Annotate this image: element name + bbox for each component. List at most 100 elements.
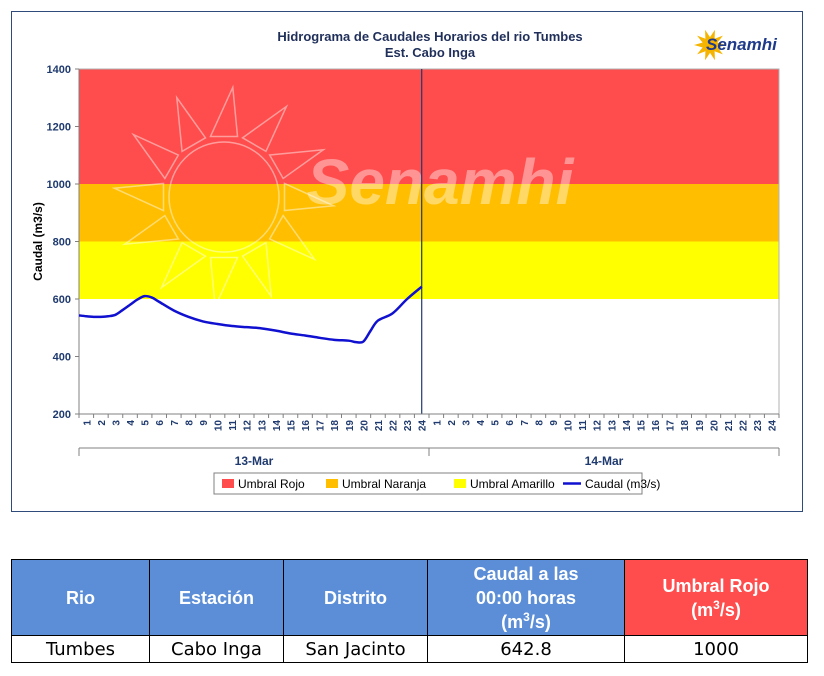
header-caudal-unit-sup: 3 [523,609,530,624]
x-tick-label: 9 [199,420,210,426]
x-tick-label: 3 [111,420,122,426]
x-tick-label: 18 [680,420,691,432]
band-umbral-rojo [79,69,779,184]
x-tick-label: 1 [432,420,443,426]
x-tick-label: 3 [461,420,472,426]
legend-item-2-swatch [454,479,466,488]
x-tick-label: 2 [97,420,108,426]
x-tick-label: 15 [636,420,647,432]
legend-item-1-label: Umbral Naranja [342,477,426,491]
header-umbral-unit-pre: (m [691,599,714,620]
legend-item-3-label: Caudal (m3/s) [585,477,660,491]
x-tick-label: 21 [374,420,385,432]
header-umbral-rojo: Umbral Rojo (m3/s) [624,559,808,636]
hydrograph-chart: Senamhi 200 400 600 800 1000 1200 1400 Caudal (m… [11,11,803,512]
y-tick-label: 800 [53,237,71,249]
watermark-text: Senamhi [307,146,575,218]
x-tick-label: 5 [141,420,152,426]
x-tick-label: 10 [564,420,575,432]
y-tick-label: 1000 [47,179,71,191]
y-tick-label: 400 [53,352,71,364]
header-umbral-unit-sup: 3 [713,597,720,612]
y-tick-label: 200 [53,409,71,421]
header-distrito: Distrito [283,559,428,636]
x-tick-label: 7 [170,420,181,426]
header-caudal-line2: 00:00 horas [475,587,577,608]
x-tick-label: 23 [753,420,764,432]
header-caudal: Caudal a las 00:00 horas (m3/s) [427,559,625,636]
x-tick-label: 11 [228,420,239,431]
x-tick-label: 4 [476,420,487,426]
legend-item-0-swatch [222,479,234,488]
x-tick-label: 24 [418,420,429,432]
table-row: Tumbes Cabo Inga San Jacinto 642.8 1000 [11,635,808,663]
x-tick-label: 16 [301,420,312,432]
x-tick-label: 11 [578,420,589,431]
header-umbral-unit-post: /s) [719,599,741,620]
logo-text: Senamhi [706,35,778,54]
x-tick-label: 22 [389,420,400,432]
header-caudal-unit-pre: (m [501,611,524,632]
x-tick-label: 1 [82,420,93,426]
x-tick-label: 19 [695,420,706,432]
header-caudal-line1: Caudal a las [473,563,579,584]
header-rio: Rio [11,559,150,636]
y-tick-label: 600 [53,294,71,306]
x-tick-label: 13 [607,420,618,432]
senamhi-logo-icon [694,29,726,61]
chart-title: Hidrograma de Caudales Horarios del rio … [277,29,582,44]
x-tick-label: 22 [739,420,750,432]
table-header-row: Rio Estación Distrito Caudal a las 00:00… [11,559,808,636]
x-tick-label: 5 [491,420,502,426]
x-tick-label: 16 [651,420,662,432]
x-tick-label: 9 [549,420,560,426]
series-line-caudal [78,285,423,344]
y-tick-label: 1200 [47,122,71,134]
header-umbral-line1: Umbral Rojo [662,575,770,596]
x-tick-label: 7 [520,420,531,426]
header-caudal-unit-post: /s) [529,611,551,632]
x-tick-label: 17 [316,420,327,432]
x-tick-label: 8 [184,420,195,426]
x-tick-label: 20 [359,420,370,432]
cell-estacion: Cabo Inga [149,635,284,663]
band-umbral-naranja [79,184,779,242]
station-summary-table: Rio Estación Distrito Caudal a las 00:00… [11,559,808,663]
chart-subtitle: Est. Cabo Inga [385,45,476,60]
band-umbral-amarillo [79,241,779,299]
header-estacion: Estación [149,559,284,636]
y-tick-label: 1400 [47,64,71,76]
x-tick-label: 8 [534,420,545,426]
x-tick-label: 12 [243,420,254,432]
x-tick-label: 6 [155,420,166,426]
chart-canvas: Senamhi 200 400 600 800 1000 1200 1400 Caudal (m… [31,29,780,495]
x-tick-label: 14 [622,420,633,432]
watermark-sun-icon [111,84,337,310]
cell-umbral: 1000 [624,635,808,663]
x-tick-label: 18 [330,420,341,432]
x-tick-label: 14 [272,420,283,432]
legend-item-2-label: Umbral Amarillo [470,477,555,491]
x-tick-label: 23 [403,420,414,432]
x-tick-label: 24 [768,420,779,432]
x-tick-label: 20 [709,420,720,432]
x-tick-label: 19 [345,420,356,432]
cell-distrito: San Jacinto [283,635,428,663]
x-tick-label: 21 [724,420,735,432]
legend-item-0-label: Umbral Rojo [238,477,305,491]
x-tick-label: 2 [447,420,458,426]
x-tick-label: 6 [505,420,516,426]
cell-rio: Tumbes [11,635,150,663]
x-tick-label: 4 [126,420,137,426]
x-tick-label: 17 [666,420,677,432]
x-tick-label: 12 [593,420,604,432]
day-label: 13-Mar [235,454,274,468]
legend-box [213,472,643,495]
x-tick-label: 15 [286,420,297,432]
x-tick-label: 10 [214,420,225,432]
day-label: 14-Mar [585,454,624,468]
y-axis-label: Caudal (m3/s) [31,202,45,281]
cell-caudal: 642.8 [427,635,625,663]
x-tick-label: 13 [257,420,268,432]
legend-item-1-swatch [326,479,338,488]
